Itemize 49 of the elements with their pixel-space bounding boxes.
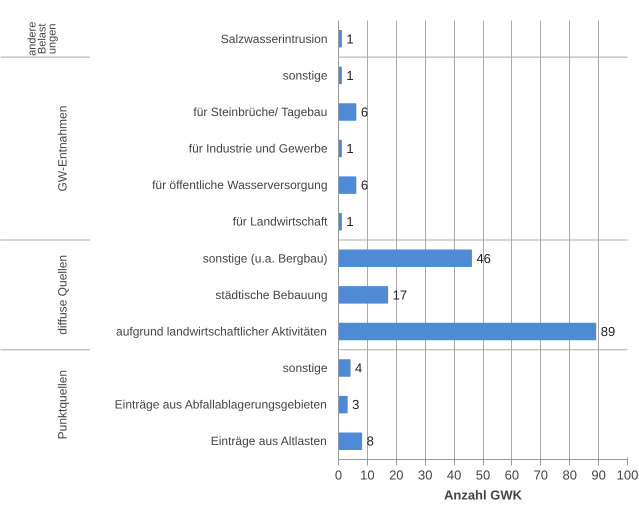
- text: Punktquellen: [56, 370, 70, 440]
- data-label: 1: [346, 141, 354, 156]
- y-tick-label: sonstige: [282, 361, 328, 376]
- x-tick-label: 70: [534, 468, 548, 482]
- y-tick-label: für Landwirtschaft: [232, 214, 328, 229]
- x-tick-label: 20: [389, 468, 404, 482]
- text: andere Belastungen: [26, 22, 59, 56]
- x-tick-label: 40: [446, 468, 462, 482]
- x-tick-label: 80: [562, 468, 577, 482]
- data-label: 8: [366, 434, 374, 449]
- text: diffuse Quellen: [56, 254, 70, 335]
- data-label: 1: [346, 68, 354, 83]
- y-tick-label: sonstige: [282, 68, 328, 82]
- x-tick-label: 90: [591, 468, 606, 482]
- bar: [338, 286, 388, 304]
- data-label: 1: [346, 31, 354, 46]
- x-tick-label: 60: [504, 468, 520, 482]
- bar: [338, 176, 356, 194]
- bar: [338, 396, 348, 414]
- data-label: 89: [600, 324, 616, 339]
- y-tick-label: für öffentliche Wasserversorgung: [152, 178, 328, 192]
- bar: [338, 140, 342, 158]
- data-label: 6: [360, 178, 368, 193]
- data-label: 3: [352, 397, 360, 412]
- text: GW-Entnahmen: [56, 106, 70, 192]
- bar: [338, 322, 596, 340]
- y-tick-label: für Industrie und Gewerbe: [188, 142, 328, 156]
- data-label: 6: [360, 104, 368, 120]
- y-tick-label: sonstige (u.a. Bergbau): [202, 251, 328, 266]
- y-tick-label: für Steinbrüche/ Tagebau: [193, 104, 328, 119]
- y-tick-label: städtische Bebauung: [215, 288, 328, 302]
- y-tick-label: Einträge aus Altlasten: [210, 434, 327, 448]
- data-label: 1: [346, 214, 354, 230]
- bar: [338, 103, 356, 121]
- data-label: 17: [392, 287, 408, 302]
- y-tick-label: aufgrund landwirtschaftlicher Aktivitäten: [116, 324, 327, 338]
- data-label: 4: [355, 360, 362, 376]
- y-tick-label: Einträge aus Abfallablagerungsgebieten: [114, 398, 327, 412]
- bar: [338, 359, 351, 377]
- data-label: 46: [476, 250, 491, 266]
- y-tick-label: Salzwasserintrusion: [220, 32, 328, 46]
- x-tick-label: 50: [476, 468, 490, 482]
- bar: [338, 432, 362, 450]
- x-tick-label: 30: [418, 468, 432, 482]
- x-tick-label: 100: [616, 468, 638, 482]
- bar: [338, 250, 472, 268]
- x-tick-label: 0: [334, 468, 342, 482]
- x-tick-label: 10: [360, 468, 375, 482]
- x-axis-title: Anzahl GWK: [444, 488, 523, 502]
